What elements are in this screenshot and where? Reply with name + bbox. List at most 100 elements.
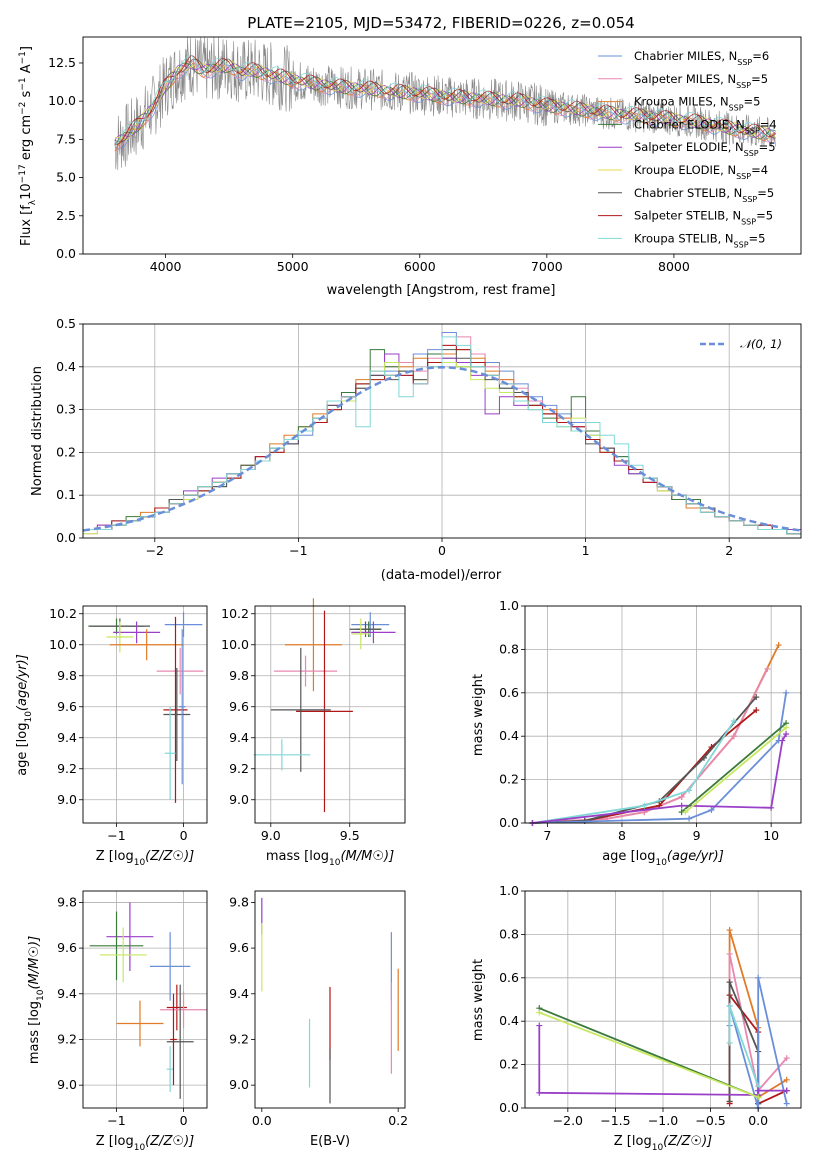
x-tick-label: 0 [180,1113,188,1128]
y-tick-label: 0.4 [56,359,76,374]
y-tick-label: 9.8 [57,668,77,683]
spectrum-legend: Chabrier MILES, NSSP=6 Salpeter MILES, NS… [598,49,777,249]
spectrum-y-ticks: 0.0 2.5 5.0 7.5 10.0 12.5 [48,55,83,261]
weight-marker [726,1039,733,1046]
y-tick-label: 0.2 [499,1057,519,1072]
y-label-part: 10 [19,183,34,200]
y-tick-label: 0.1 [56,487,76,502]
y-tick-label: 0.0 [56,246,76,261]
x-tick-label: 0.0 [252,1113,272,1128]
legend-entry: Chabrier ELODIE, NSSP=4 [634,117,777,135]
y-tick-label: 9.0 [57,792,77,807]
spectrum-model-line [114,62,776,147]
y-tick-label: 12.5 [48,55,76,70]
weight-marker [682,809,689,816]
ebv-mass-frame [254,890,406,1109]
weight-marker [678,802,685,809]
legend-entry: Salpeter ELODIE, NSSP=5 [634,140,776,158]
mass-age-frame [254,605,406,824]
weight-marker [783,1055,790,1062]
y-tick-label: 9.2 [57,1031,77,1046]
histogram-legend: 𝒩(0, 1) [700,337,782,351]
x-tick-label: −1.5 [600,1113,630,1128]
weight-marker [768,804,775,811]
weight-marker [730,733,737,740]
y-tick-label: 10.2 [49,606,77,621]
y-tick-label: 9.8 [57,894,77,909]
legend-entry: Salpeter STELIB, NSSP=5 [634,209,773,227]
y-tick-label: 0.2 [499,772,519,787]
weight-marker [755,974,762,981]
y-tick-label: 9.4 [229,986,249,1001]
x-tick-label: −1 [289,543,307,558]
x-tick-label: −1 [107,828,125,843]
weight-marker [779,737,786,744]
weight-line [532,668,769,824]
weight-line [532,733,787,824]
weight-marker [678,793,685,800]
y-label-part: erg cm [19,115,34,164]
z-mass-x-label: Z [log10(Z/Z☉)] [96,1134,194,1153]
x-tick-label: 8 [618,828,626,843]
z-age-panel: −1 0 9.0 9.2 9.4 9.6 9.8 10.0 10.2 Z [log10(Z/Z☉)… [15,605,208,868]
y-tick-label: 0.2 [56,444,76,459]
x-tick-label: 7000 [531,259,563,274]
z-age-frame [82,605,208,824]
ebv-mass-x-label: E(B-V) [310,1134,350,1149]
age-weight-frame [524,605,802,824]
x-tick-label: 0.2 [388,1113,408,1128]
legend-entry: Kroupa STELIB, NSSP=5 [634,231,765,249]
y-tick-label: 9.0 [229,792,249,807]
y-label-part: −1 [18,77,28,90]
x-tick-label: 2 [725,543,733,558]
spectrum-plot-area [114,36,776,171]
mass-age-panel: 9.0 9.5 9.0 9.2 9.4 9.6 9.8 10.0 10.2 mass [log10… [221,598,406,868]
y-tick-label: 0.0 [499,815,519,830]
x-tick-label: 9 [693,828,701,843]
legend-entry: Chabrier MILES, NSSP=6 [634,49,769,67]
gaussian-curve [82,366,802,532]
legend-entry: Salpeter MILES, NSSP=5 [634,72,768,90]
y-tick-label: 0.0 [499,1100,519,1115]
weight-marker [726,927,733,934]
x-tick-label: 4000 [150,259,182,274]
x-tick-label: 0 [438,543,446,558]
weight-marker [783,689,790,696]
histogram-plot-area [82,332,802,538]
age-weight-y-label: mass weight [471,674,486,756]
weight-marker [755,1087,762,1094]
y-tick-label: 10.2 [221,606,249,621]
weight-marker [783,1076,790,1083]
weight-marker [701,754,708,761]
y-tick-label: 9.6 [57,940,77,955]
spectrum-data-line [114,36,776,171]
spectrum-model-line [114,54,776,145]
weight-marker [686,815,693,822]
y-tick-label: 9.2 [229,761,249,776]
x-tick-label: 9.0 [261,828,281,843]
spectrum-x-ticks: 4000 5000 6000 7000 8000 [150,254,690,274]
age-weight-panel: 7 8 9 10 0.0 0.2 0.4 0.6 0.8 1.0 age [log10(age/yr… [471,598,802,868]
y-tick-label: 7.5 [56,131,76,146]
weight-marker [753,694,760,701]
spectrum-title: PLATE=2105, MJD=53472, FIBERID=0226, z=0… [247,14,634,32]
histogram-x-label: (data-model)/error [381,568,502,583]
y-tick-label: 9.6 [229,699,249,714]
y-tick-label: 0.6 [499,685,519,700]
x-tick-label: 0.0 [748,1113,768,1128]
y-tick-label: 10.0 [221,637,249,652]
y-tick-label: 9.4 [57,986,77,1001]
y-tick-label: 0.8 [499,641,519,656]
y-tick-label: 0.0 [56,530,76,545]
weight-marker [726,950,733,957]
spectrum-x-label: wavelength [Angstrom, rest frame] [327,283,556,298]
y-tick-label: 9.0 [57,1077,77,1092]
z-mass-panel: −1 0 9.0 9.2 9.4 9.6 9.8 Z [log10(Z/Z☉)] mass [l… [27,890,208,1153]
y-label-part: Flux [f [19,205,34,246]
small-panels: −1 0 9.0 9.2 9.4 9.6 9.8 10.0 10.2 Z [log10(Z/Z☉)… [15,598,802,1153]
y-tick-label: 9.2 [229,1031,249,1046]
spectrum-model-line [114,63,776,141]
y-label-part: −1 [18,51,28,64]
y-tick-label: 9.0 [229,1077,249,1092]
